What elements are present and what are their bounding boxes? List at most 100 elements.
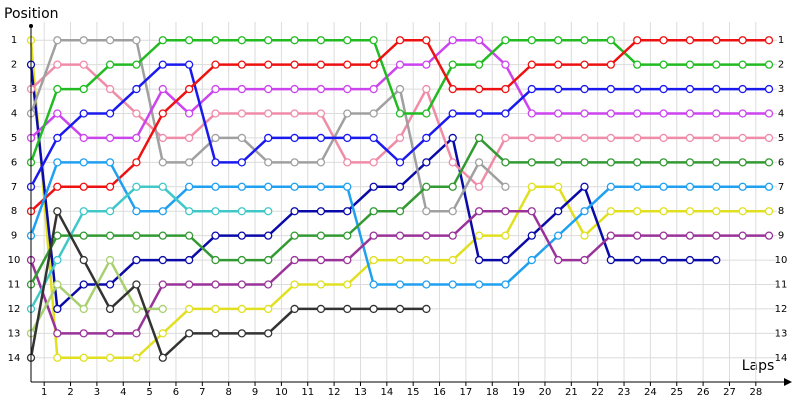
data-point [211, 182, 220, 191]
data-point [316, 207, 326, 216]
y-tick-label-right: 2 [778, 60, 784, 71]
data-point [580, 231, 589, 240]
data-point [132, 231, 141, 240]
data-point [738, 231, 747, 240]
data-point [264, 255, 273, 265]
data-point [738, 207, 747, 216]
data-point [764, 182, 774, 191]
x-tick-label: 24 [644, 387, 657, 398]
data-point [580, 158, 589, 167]
y-tick-label: 2 [11, 60, 17, 71]
data-point [395, 158, 405, 167]
x-tick-label: 12 [328, 387, 341, 398]
data-point [158, 36, 167, 45]
data-point [53, 280, 62, 289]
x-tick-label: 17 [460, 387, 473, 398]
data-point [738, 182, 747, 191]
data-point [290, 133, 299, 143]
y-tick-label-right: 6 [778, 157, 784, 168]
y-tick-label: 12 [8, 304, 21, 315]
data-point [79, 304, 88, 314]
x-tick-label: 20 [539, 387, 552, 398]
data-point [474, 280, 484, 289]
data-point [422, 60, 431, 69]
data-point [211, 207, 220, 216]
x-tick-label: 22 [591, 387, 604, 398]
data-point [105, 133, 115, 143]
x-tick-label: 11 [301, 387, 314, 398]
data-point [184, 36, 194, 45]
x-tick-label: 3 [94, 387, 100, 398]
data-point [290, 280, 299, 289]
data-point [501, 207, 510, 216]
data-point [237, 329, 247, 338]
data-point [237, 36, 247, 45]
data-point [184, 133, 194, 143]
data-point [712, 109, 721, 118]
data-point [501, 255, 510, 265]
data-point [184, 84, 194, 94]
data-point [580, 133, 589, 143]
data-point [237, 109, 247, 118]
data-point [53, 304, 62, 314]
data-point [369, 84, 378, 94]
data-point [264, 280, 273, 289]
data-point [211, 255, 220, 265]
data-point [369, 231, 378, 240]
x-tick-label: 5 [146, 387, 152, 398]
data-point [606, 207, 616, 216]
x-tick-label: 15 [407, 387, 420, 398]
data-point [264, 231, 273, 240]
data-point [685, 231, 695, 240]
data-point [79, 36, 88, 45]
data-point [105, 353, 115, 362]
data-point [712, 255, 721, 265]
data-point [290, 84, 299, 94]
x-tick-label: 10 [275, 387, 288, 398]
y-tick-label-right: 13 [775, 328, 788, 339]
data-point [764, 36, 774, 45]
x-axis-arrow [784, 378, 792, 386]
y-tick-label-right: 3 [778, 84, 784, 95]
data-point [343, 60, 352, 69]
data-point [290, 36, 299, 45]
data-point [553, 84, 563, 94]
data-point [633, 84, 642, 94]
data-point [211, 133, 220, 143]
data-point [53, 231, 62, 240]
data-point [580, 109, 589, 118]
y-tick-label-right: 14 [775, 353, 788, 364]
data-point [132, 60, 141, 69]
data-point [79, 60, 88, 69]
data-point [422, 158, 431, 167]
data-point [316, 133, 326, 143]
data-point [764, 109, 774, 118]
data-point [316, 280, 326, 289]
x-tick-label: 28 [749, 387, 762, 398]
data-point [158, 231, 167, 240]
data-point [79, 109, 88, 118]
data-point [316, 158, 326, 167]
data-point [501, 280, 510, 289]
data-point [264, 304, 273, 314]
data-point [448, 36, 457, 45]
data-point [764, 207, 774, 216]
data-point [501, 231, 510, 240]
data-point [448, 182, 457, 191]
data-point [369, 36, 378, 45]
data-point [527, 84, 536, 94]
y-tick-label: 6 [11, 157, 17, 168]
data-point [606, 231, 616, 240]
data-point [712, 182, 721, 191]
y-tick-label: 11 [8, 280, 21, 291]
x-tick-label: 21 [565, 387, 578, 398]
data-point [712, 158, 721, 167]
data-point [184, 207, 194, 216]
data-point [79, 353, 88, 362]
data-point [764, 60, 774, 69]
data-point [685, 133, 695, 143]
data-point [553, 231, 563, 240]
data-point [685, 182, 695, 191]
data-point [580, 60, 589, 69]
